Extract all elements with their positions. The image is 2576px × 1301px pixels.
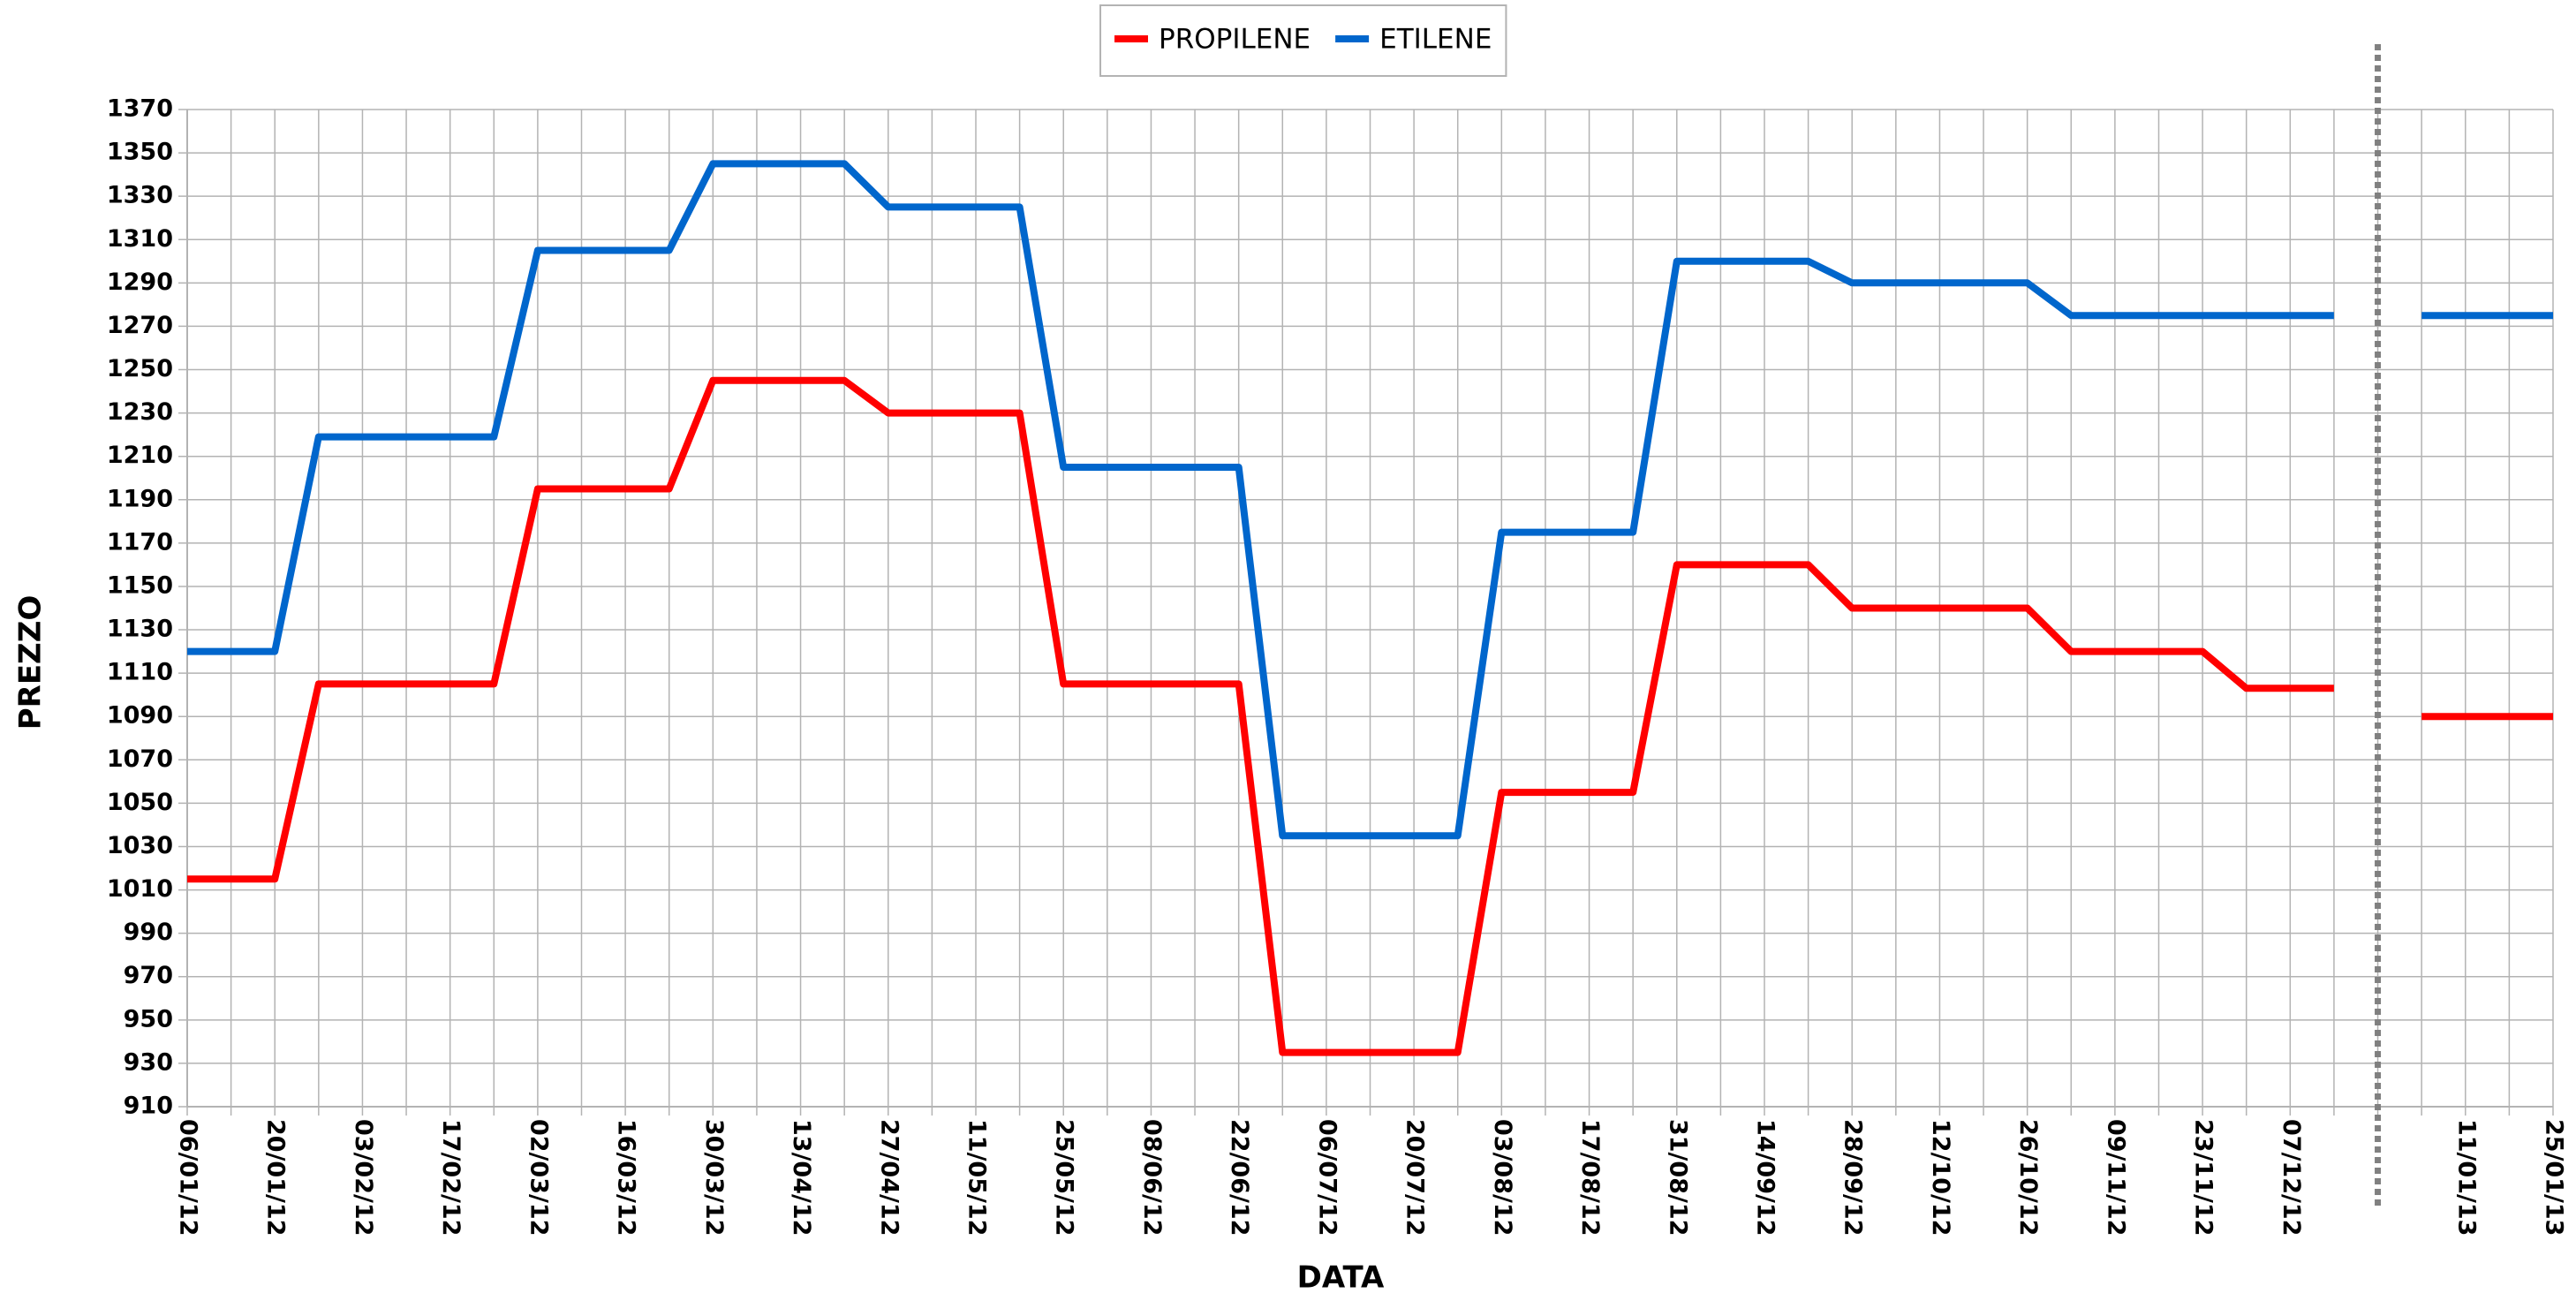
x-tick-label: 03/02/12 bbox=[350, 1119, 377, 1236]
x-tick-label: 31/08/12 bbox=[1664, 1119, 1691, 1236]
line-series bbox=[187, 160, 2553, 840]
x-tick-label: 23/11/12 bbox=[2190, 1119, 2217, 1236]
y-tick-label: 1230 bbox=[107, 398, 173, 426]
y-tick-label: 1250 bbox=[107, 355, 173, 382]
x-tick-label: 16/03/12 bbox=[613, 1119, 640, 1236]
y-tick-label: 990 bbox=[124, 919, 173, 946]
x-tick-label: 25/01/13 bbox=[2541, 1119, 2568, 1236]
y-tick-label: 1030 bbox=[107, 832, 173, 859]
y-tick-label: 1290 bbox=[107, 269, 173, 296]
y-tick-label: 1370 bbox=[107, 95, 173, 123]
legend: PROPILENE ETILENE bbox=[1099, 4, 1507, 77]
x-tick-label: 09/11/12 bbox=[2102, 1119, 2129, 1236]
x-tick-label: 20/01/12 bbox=[262, 1119, 290, 1236]
y-tick-label: 1170 bbox=[107, 528, 173, 556]
x-tick-label: 11/05/12 bbox=[963, 1119, 991, 1236]
y-tick-label: 1270 bbox=[107, 312, 173, 339]
x-tick-label: 07/12/12 bbox=[2278, 1119, 2305, 1236]
x-tick-label: 22/06/12 bbox=[1226, 1119, 1253, 1236]
x-tick-label: 14/09/12 bbox=[1752, 1119, 1779, 1236]
x-tick-label: 03/08/12 bbox=[1489, 1119, 1516, 1236]
y-tick-label: 1070 bbox=[107, 745, 173, 773]
y-tick-label: 1190 bbox=[107, 485, 173, 512]
x-tick-label: 12/10/12 bbox=[1927, 1119, 1954, 1236]
y-tick-label: 1010 bbox=[107, 875, 173, 903]
legend-box bbox=[1099, 4, 1507, 77]
y-tick-label: 1210 bbox=[107, 442, 173, 469]
x-tick-label: 06/01/12 bbox=[175, 1119, 202, 1236]
legend-label: PROPILENE bbox=[1159, 24, 1311, 56]
y-axis-title: PREZZO bbox=[13, 595, 49, 730]
x-tick-label: 28/09/12 bbox=[1839, 1119, 1867, 1236]
y-tick-label: 950 bbox=[124, 1005, 173, 1032]
legend-label: ETILENE bbox=[1379, 24, 1492, 56]
x-tick-label: 13/04/12 bbox=[788, 1119, 815, 1236]
line-series bbox=[187, 376, 2553, 1056]
x-axis-title: DATA bbox=[1297, 1260, 1385, 1296]
x-tick-label: 26/10/12 bbox=[2014, 1119, 2042, 1236]
x-tick-label: 06/07/12 bbox=[1313, 1119, 1341, 1236]
x-tick-label: 02/03/12 bbox=[525, 1119, 552, 1236]
y-tick-label: 1310 bbox=[107, 225, 173, 253]
x-tick-label: 30/03/12 bbox=[700, 1119, 728, 1236]
x-tick-label: 11/01/13 bbox=[2452, 1119, 2480, 1236]
y-tick-label: 1110 bbox=[107, 659, 173, 686]
y-tick-label: 910 bbox=[124, 1093, 173, 1120]
x-tick-label: 08/06/12 bbox=[1138, 1119, 1166, 1236]
x-tick-label: 25/05/12 bbox=[1051, 1119, 1078, 1236]
y-tick-label: 1350 bbox=[107, 139, 173, 166]
x-tick-label: 27/04/12 bbox=[875, 1119, 903, 1236]
y-tick-label: 930 bbox=[124, 1048, 173, 1076]
y-tick-label: 970 bbox=[124, 962, 173, 989]
x-tick-label: 20/07/12 bbox=[1401, 1119, 1429, 1236]
x-tick-label: 17/08/12 bbox=[1576, 1119, 1604, 1236]
y-tick-label: 1330 bbox=[107, 182, 173, 209]
y-tick-label: 1050 bbox=[107, 789, 173, 816]
y-tick-label: 1150 bbox=[107, 571, 173, 599]
x-tick-label: 17/02/12 bbox=[437, 1119, 465, 1236]
y-tick-label: 1130 bbox=[107, 616, 173, 643]
y-tick-label: 1090 bbox=[107, 702, 173, 730]
